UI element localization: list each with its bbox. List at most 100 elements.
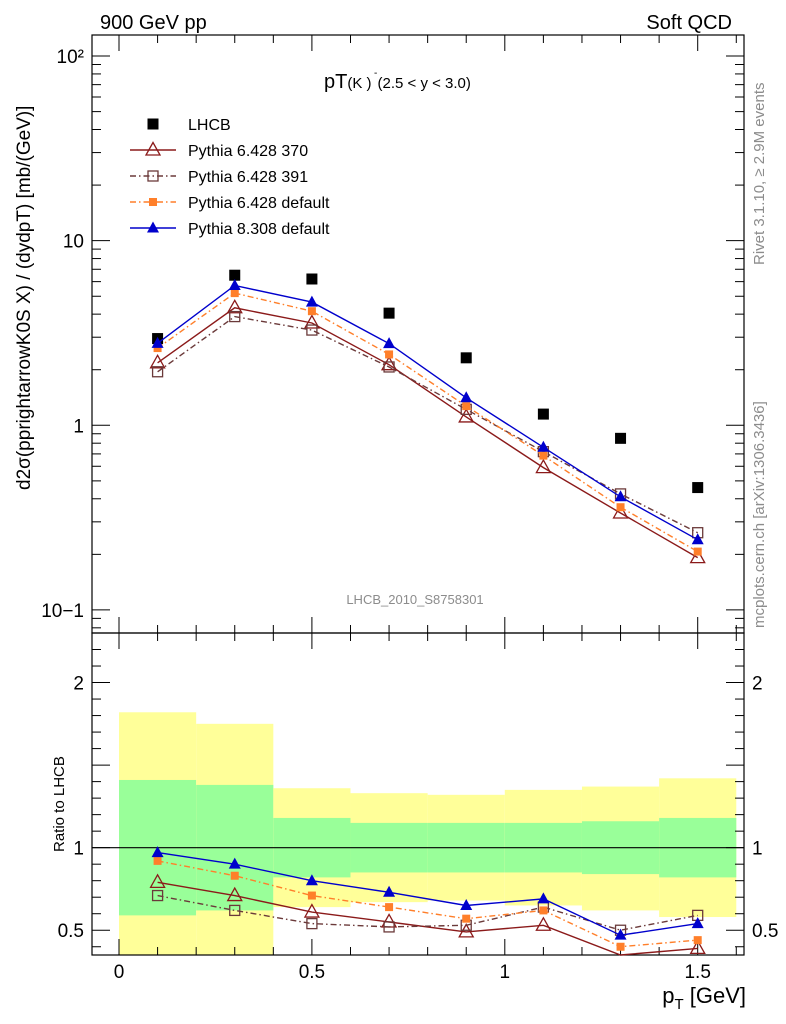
ratio-y-tick-label-right: 2 [752, 674, 763, 695]
ratio-y-tick-label: 0.5 [58, 921, 84, 942]
legend-label-data: LHCB [188, 117, 231, 134]
data-point-p370 [458, 408, 475, 423]
data-point-p391 [229, 310, 241, 323]
data-point-p370 [612, 504, 629, 519]
data-point-p370 [303, 314, 321, 329]
data-point-p8def [691, 917, 704, 929]
data-point-p6def [230, 871, 239, 880]
data-point-p6def [462, 402, 471, 411]
legend-label-p8def: Pythia 8.308 default [188, 221, 330, 238]
rivet-version-label: Rivet 3.1.10, ≥ 2.9M events [751, 83, 768, 266]
data-point-p391 [383, 361, 395, 373]
data-point-p6def [462, 914, 471, 923]
data-point-p370 [226, 298, 243, 314]
data-point-p391 [383, 921, 395, 933]
ratio-y-tick-label: 2 [73, 674, 84, 695]
data-point-p370 [535, 916, 552, 931]
series-line-p391 [157, 315, 699, 534]
x-tick-label: 0 [114, 962, 125, 983]
series-line-p8def [157, 851, 698, 936]
legend-marker-p8def [147, 221, 159, 233]
data-point-p8def [691, 533, 704, 545]
data-point-p8def [228, 857, 241, 869]
data-point-data [229, 269, 241, 281]
legend-marker-p370 [144, 141, 162, 156]
data-point-data [306, 273, 318, 285]
data-point-p6def [385, 350, 394, 359]
data-point-p6def [385, 903, 394, 912]
header-left: 900 GeV pp [100, 12, 207, 34]
ratio-y-tick-label: 1 [73, 839, 84, 860]
legend: LHCB Pythia 6.428 370 Pythia 6.428 391 Pyth… [130, 117, 330, 238]
data-point-data [692, 482, 704, 494]
main-y-tick-label: 10² [57, 47, 84, 68]
data-point-p391 [229, 904, 241, 917]
ratio-y-tick-label-right: 0.5 [752, 921, 778, 942]
analysis-watermark: LHCB_2010_S8758301 [346, 592, 483, 607]
x-tick-label: 1.5 [684, 962, 710, 983]
main-y-tick-label: 10 [63, 232, 84, 253]
main-series-layer [149, 269, 706, 564]
data-point-p8def [383, 337, 396, 349]
series-line-p6def [157, 860, 698, 948]
series-line-p370 [157, 881, 698, 956]
legend-marker-p6def [149, 198, 157, 206]
header-right: Soft QCD [646, 12, 732, 34]
data-point-p8def [228, 278, 241, 290]
series-line-p8def [157, 284, 699, 541]
data-point-p6def [230, 289, 239, 298]
data-point-p8def [460, 391, 473, 403]
kaon-charge-superscript: - [374, 68, 377, 79]
axis-ticks [92, 35, 744, 955]
data-point-data [615, 432, 627, 444]
axis-tick-labels: 10−1 1 10 10² 0.5 0.5 1 1 2 2 0 0.5 1 1.5 [41, 47, 778, 983]
main-y-tick-label: 1 [73, 416, 84, 437]
legend-label-p370: Pythia 6.428 370 [188, 143, 308, 160]
main-y-tick-label: 10−1 [41, 601, 84, 622]
data-point-p8def [614, 490, 627, 502]
data-point-p6def [539, 451, 548, 460]
ratio-series-layer [149, 846, 706, 956]
data-point-p8def [151, 336, 164, 348]
plot-title: pT(K ) (2.5 < y < 3.0) [324, 71, 471, 93]
legend-marker-data [147, 118, 159, 130]
ratio-y-axis-label: Ratio to LHCB [51, 756, 68, 852]
data-point-p370 [689, 939, 706, 955]
data-point-p6def [693, 936, 702, 945]
ratio-y-tick-label-right: 1 [752, 839, 763, 860]
data-point-p6def [153, 856, 162, 865]
data-point-p6def [539, 906, 548, 915]
legend-marker-p391 [147, 170, 159, 182]
data-point-p8def [537, 440, 550, 452]
data-point-p6def [693, 547, 702, 556]
data-point-p6def [616, 503, 625, 512]
data-point-data [383, 307, 395, 319]
data-point-p370 [380, 355, 398, 371]
data-point-p370 [689, 548, 706, 564]
legend-label-p391: Pythia 6.428 391 [188, 169, 308, 186]
data-point-p8def [383, 885, 396, 897]
series-line-p391 [157, 894, 698, 931]
data-point-p370 [303, 903, 321, 918]
data-point-p370 [226, 886, 243, 902]
data-point-data [460, 352, 472, 364]
data-point-p391 [306, 324, 318, 336]
x-tick-label: 1 [500, 962, 511, 983]
series-line-p370 [157, 307, 699, 559]
data-point-p391 [151, 889, 164, 902]
data-point-data [537, 408, 549, 420]
data-point-p8def [151, 846, 164, 858]
data-point-p8def [305, 874, 318, 886]
data-point-p8def [614, 928, 627, 940]
data-point-p8def [460, 898, 473, 910]
data-point-p8def [537, 892, 550, 904]
data-point-p8def [305, 295, 318, 307]
legend-label-p6def: Pythia 6.428 default [188, 195, 330, 212]
data-point-p370 [149, 873, 166, 888]
mcplots-citation-label: mcplots.cern.ch [arXiv:1306.3436] [751, 401, 768, 628]
data-point-p391 [306, 917, 318, 930]
data-point-p6def [307, 307, 316, 316]
data-point-p6def [307, 891, 316, 900]
